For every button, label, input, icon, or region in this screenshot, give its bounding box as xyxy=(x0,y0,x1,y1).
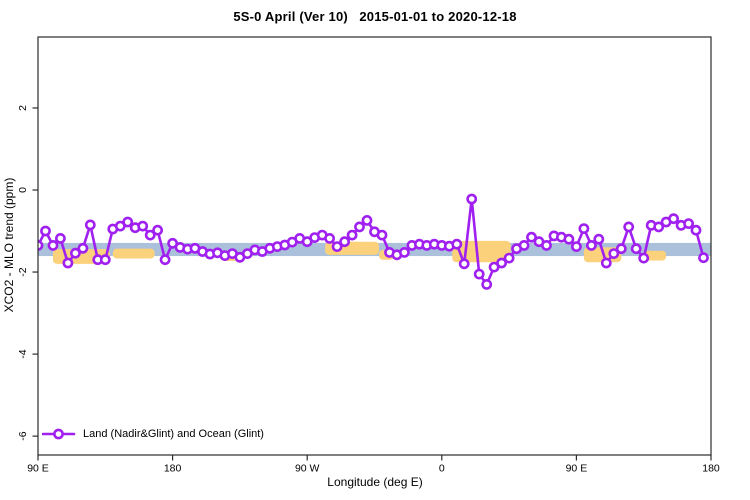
data-point xyxy=(518,239,530,251)
plot-border xyxy=(37,36,712,456)
legend-label: Land (Nadir&Glint) and Ocean (Glint) xyxy=(83,428,264,440)
x-axis-label: Longitude (deg E) xyxy=(327,475,423,489)
data-point xyxy=(578,223,590,234)
x-tick-label: 90 W xyxy=(295,463,320,475)
legend: Land (Nadir&Glint) and Ocean (Glint) xyxy=(42,427,264,441)
plot-area xyxy=(38,193,711,290)
data-point xyxy=(324,232,335,244)
data-point xyxy=(122,216,134,228)
y-tick-label: 0 xyxy=(17,187,29,193)
x-tick-label: 180 xyxy=(702,463,720,475)
y-tick-label: -6 xyxy=(17,431,29,440)
data-point xyxy=(331,241,343,252)
background-band-segment xyxy=(112,248,155,259)
data-point xyxy=(653,221,665,233)
data-point xyxy=(563,233,575,245)
data-point xyxy=(466,193,478,205)
data-point xyxy=(503,252,515,264)
data-point xyxy=(593,233,605,245)
data-point xyxy=(451,238,463,250)
data-point xyxy=(541,239,552,251)
data-point xyxy=(571,241,582,252)
data-point xyxy=(77,242,89,254)
data-point xyxy=(55,232,66,244)
data-point xyxy=(159,254,171,266)
data-point xyxy=(99,254,111,266)
data-point xyxy=(70,247,81,259)
x-tick-label: 0 xyxy=(439,463,445,475)
data-point xyxy=(668,213,679,225)
data-point xyxy=(638,252,650,264)
data-point xyxy=(473,268,485,280)
data-point xyxy=(526,231,537,243)
y-tick-label: 2 xyxy=(17,105,29,111)
data-point xyxy=(698,252,709,264)
y-tick-label: -4 xyxy=(17,349,29,358)
data-point xyxy=(608,248,620,259)
data-point xyxy=(47,239,59,251)
data-point xyxy=(398,246,410,258)
data-point xyxy=(496,257,507,269)
data-point xyxy=(630,243,642,255)
data-point xyxy=(623,221,635,233)
data-point xyxy=(346,229,358,241)
data-point xyxy=(690,224,702,236)
x-tick-label: 90 E xyxy=(566,463,588,475)
data-point xyxy=(361,214,373,226)
y-axis-label: XCO2 - MLO trend (ppm) xyxy=(2,177,16,313)
legend-marker-circle xyxy=(53,428,64,440)
data-point xyxy=(376,229,388,241)
data-point xyxy=(84,219,96,231)
data-point xyxy=(339,236,350,248)
data-point xyxy=(683,218,694,229)
data-point xyxy=(615,243,627,255)
data-point xyxy=(40,225,51,237)
data-point xyxy=(354,221,365,233)
data-point xyxy=(137,220,149,232)
data-point xyxy=(62,257,74,269)
data-point xyxy=(458,258,470,270)
data-point xyxy=(152,224,163,236)
legend-line-marker-icon xyxy=(42,428,76,440)
data-point xyxy=(144,229,156,241)
data-point xyxy=(586,239,597,251)
background-band-segment xyxy=(643,250,667,261)
x-tick-label: 90 E xyxy=(27,463,49,475)
chart-title: 5S-0 April (Ver 10) 2015-01-01 to 2020-1… xyxy=(233,9,517,24)
data-point xyxy=(481,278,493,290)
y-tick-label: -2 xyxy=(17,267,29,276)
x-tick-label: 180 xyxy=(164,463,182,475)
data-point xyxy=(600,257,612,269)
